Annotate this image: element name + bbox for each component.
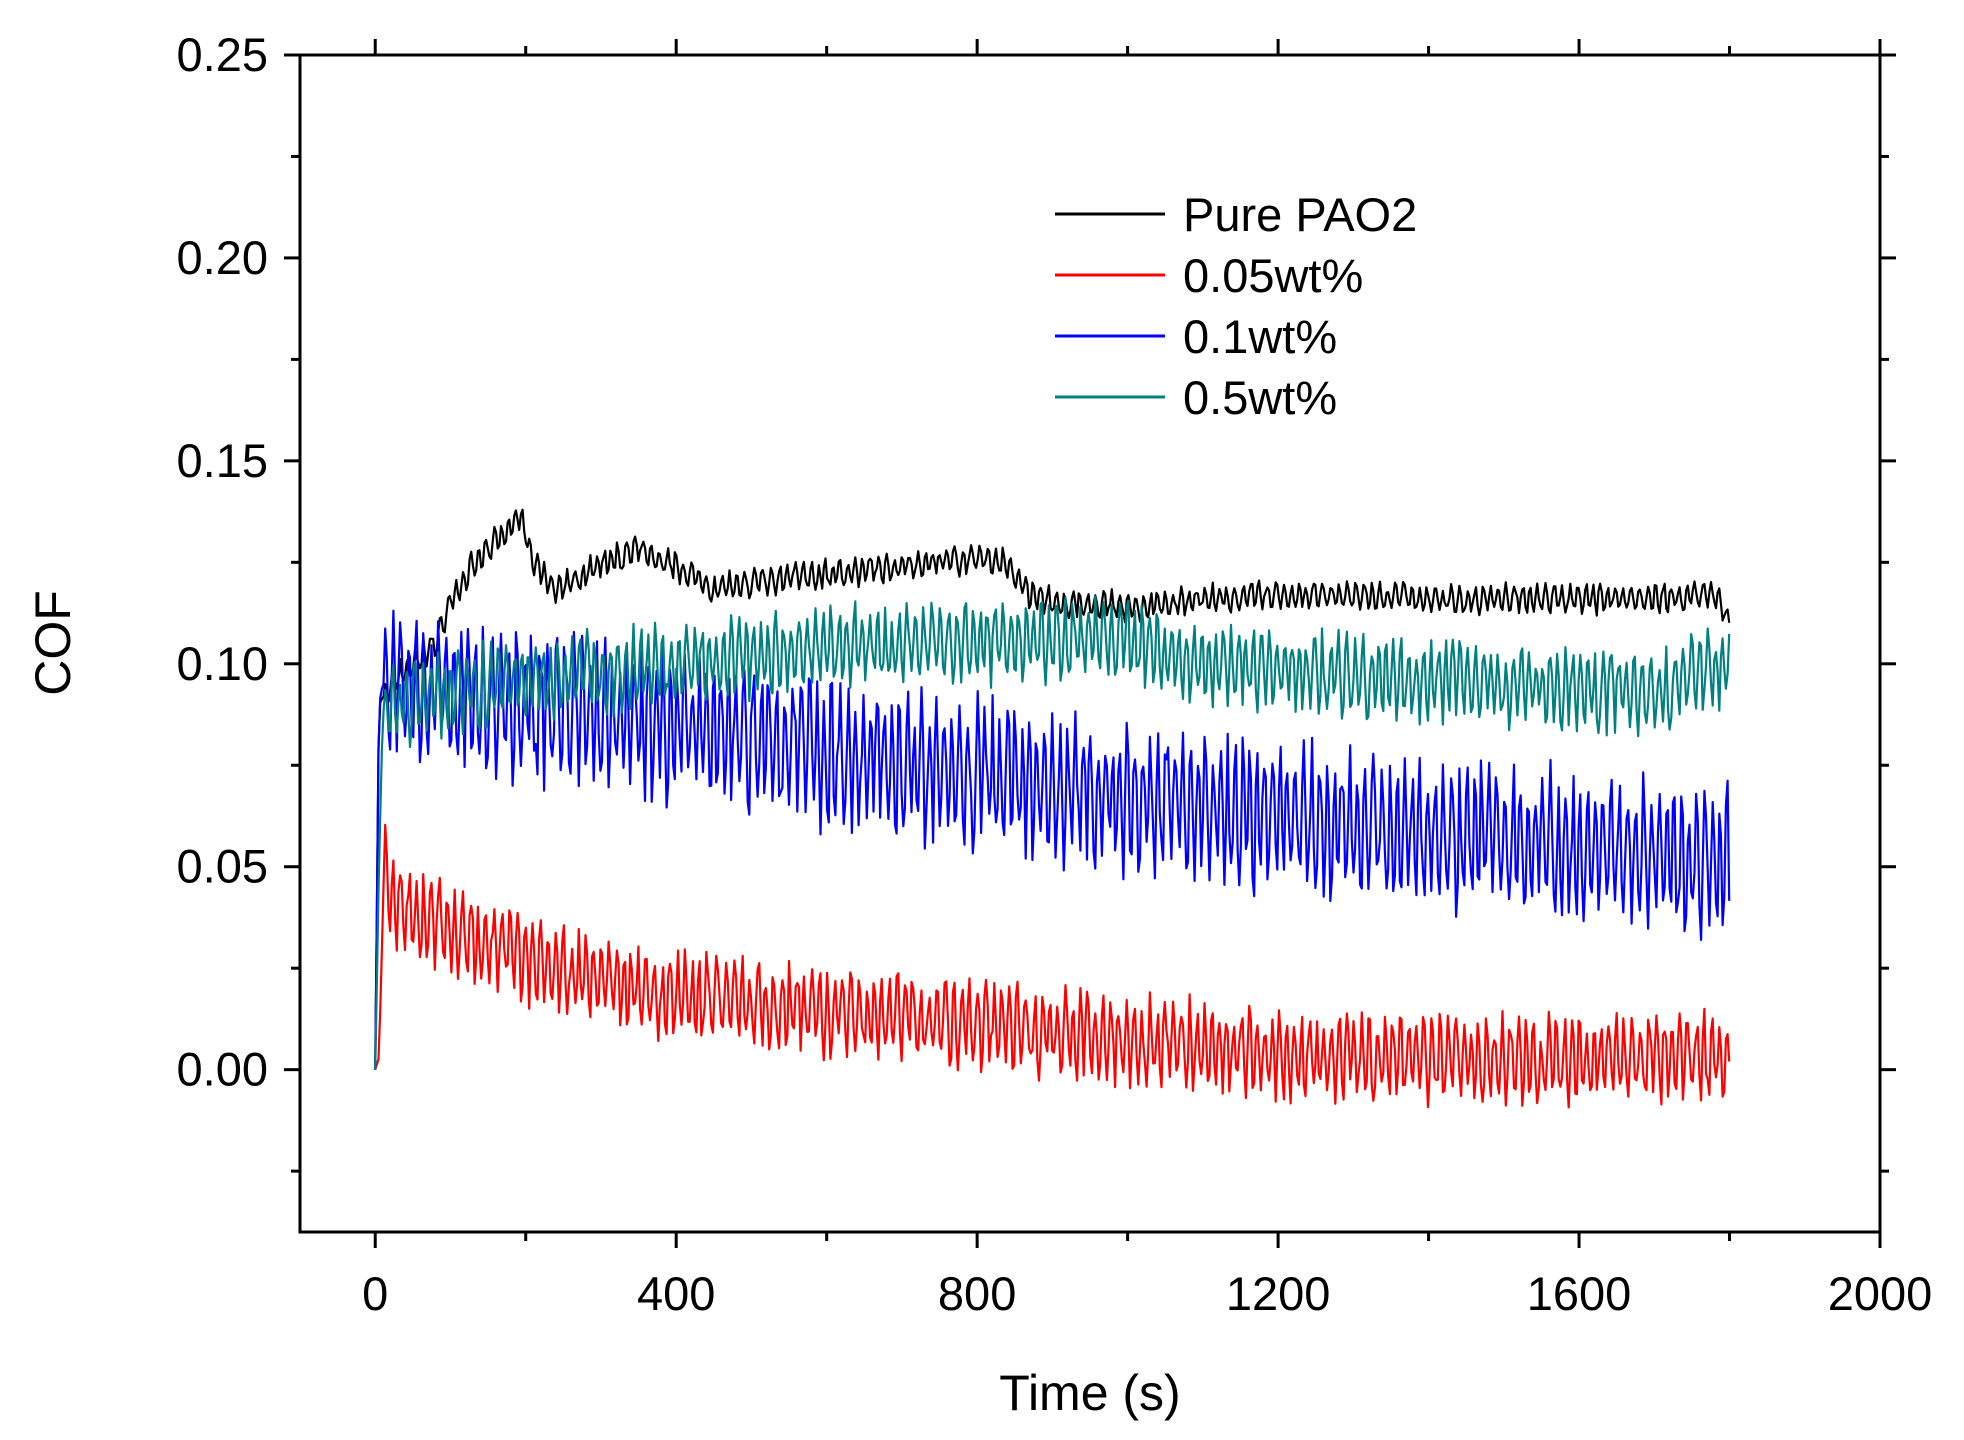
series-layer: [374, 508, 1731, 1109]
series-line-3: [374, 609, 1731, 1070]
y-tick-label: 0.10: [177, 637, 268, 690]
y-tick-label: 0.25: [177, 28, 268, 81]
legend-label: 0.05wt%: [1183, 249, 1363, 302]
y-tick-label: 0.05: [177, 840, 268, 893]
plot-frame: [298, 53, 1882, 1234]
y-tick-label: 0.15: [177, 434, 268, 487]
series-line-4: [374, 595, 1731, 1070]
tick-labels-layer: 0 400 800 1200 1600 2000 0.00 0.05 0.10 0.15 0.20 0…: [177, 28, 1933, 1320]
ticks-layer: [284, 39, 1896, 1248]
x-axis-title: Time (s): [999, 1365, 1180, 1421]
y-tick-label: 0.20: [177, 231, 268, 284]
legend: Pure PAO2 0.05wt% 0.1wt% 0.5wt%: [1055, 188, 1417, 424]
y-axis-title: COF: [25, 590, 81, 696]
legend-label: Pure PAO2: [1183, 188, 1417, 241]
legend-label: 0.1wt%: [1183, 310, 1337, 363]
x-tick-label: 800: [938, 1267, 1016, 1320]
y-tick-label: 0.00: [177, 1043, 268, 1096]
series-line-1: [374, 508, 1731, 1070]
x-tick-label: 1200: [1226, 1267, 1331, 1320]
x-tick-label: 0: [362, 1267, 388, 1320]
x-tick-label: 400: [637, 1267, 715, 1320]
legend-label: 0.5wt%: [1183, 371, 1337, 424]
series-line-2: [374, 823, 1731, 1109]
x-tick-label: 2000: [1828, 1267, 1933, 1320]
x-tick-label: 1600: [1527, 1267, 1632, 1320]
